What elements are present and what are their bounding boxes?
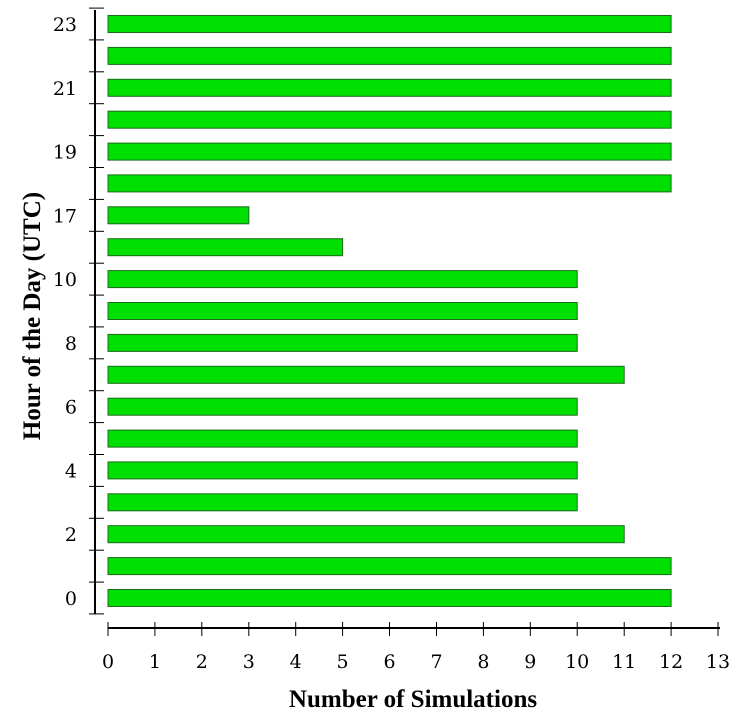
bar-hour-22 (107, 46, 672, 65)
bar-hour-1 (107, 557, 672, 576)
x-tick-label: 4 (290, 651, 302, 673)
y-axis-ticks: 0 2 4 6 8 10 17 19 21 23 (53, 7, 104, 615)
x-tick-label: 6 (383, 651, 395, 673)
y-tick-label: 8 (65, 333, 77, 355)
bar-hour-9 (107, 302, 578, 320)
x-tick-label: 2 (196, 651, 208, 673)
bar-hour-3 (107, 493, 578, 512)
x-tick-label: 12 (659, 651, 683, 673)
y-tick-label: 6 (65, 397, 77, 419)
bar-hour-8 (107, 333, 578, 352)
y-tick-label: 4 (65, 460, 77, 482)
y-tick-label: 0 (65, 588, 77, 610)
bar-hour-23 (107, 15, 672, 33)
x-tick-label: 13 (706, 651, 730, 673)
x-tick-label: 7 (430, 651, 442, 673)
bar-hour-19 (107, 142, 672, 161)
x-tick-label: 9 (524, 651, 536, 673)
y-tick-label: 17 (53, 205, 77, 227)
bar-hour-5 (107, 429, 578, 448)
x-tick-label: 10 (565, 651, 589, 673)
bars-group (107, 15, 672, 607)
bar-hour-7 (107, 365, 625, 384)
x-tick-label: 5 (337, 651, 349, 673)
x-axis-ticks: 0 1 2 3 4 5 6 7 8 9 10 11 12 13 (102, 622, 730, 673)
x-tick-label: 11 (612, 651, 636, 673)
x-axis-title: Number of Simulations (289, 686, 537, 713)
y-tick-label: 21 (53, 78, 77, 100)
y-tick-label: 19 (53, 142, 77, 164)
y-axis-title: Hour of the Day (UTC) (19, 192, 46, 440)
bar-hour-4 (107, 461, 578, 480)
y-tick-label: 2 (65, 524, 77, 546)
bar-hour-18 (107, 174, 672, 193)
bar-hour-10 (107, 270, 578, 289)
y-tick-label: 10 (53, 269, 77, 291)
x-tick-label: 1 (149, 651, 161, 673)
x-tick-label: 0 (102, 651, 114, 673)
y-tick-label: 23 (53, 14, 77, 36)
bar-hour-21 (107, 78, 672, 97)
bar-hour-2 (107, 525, 625, 544)
bar-hour-0 (107, 589, 672, 607)
bar-hour-16 (107, 238, 344, 257)
x-tick-label: 3 (243, 651, 255, 673)
bar-hour-6 (107, 397, 578, 416)
bar-hour-20 (107, 110, 672, 129)
x-tick-label: 8 (477, 651, 489, 673)
bar-hour-17 (107, 206, 250, 225)
